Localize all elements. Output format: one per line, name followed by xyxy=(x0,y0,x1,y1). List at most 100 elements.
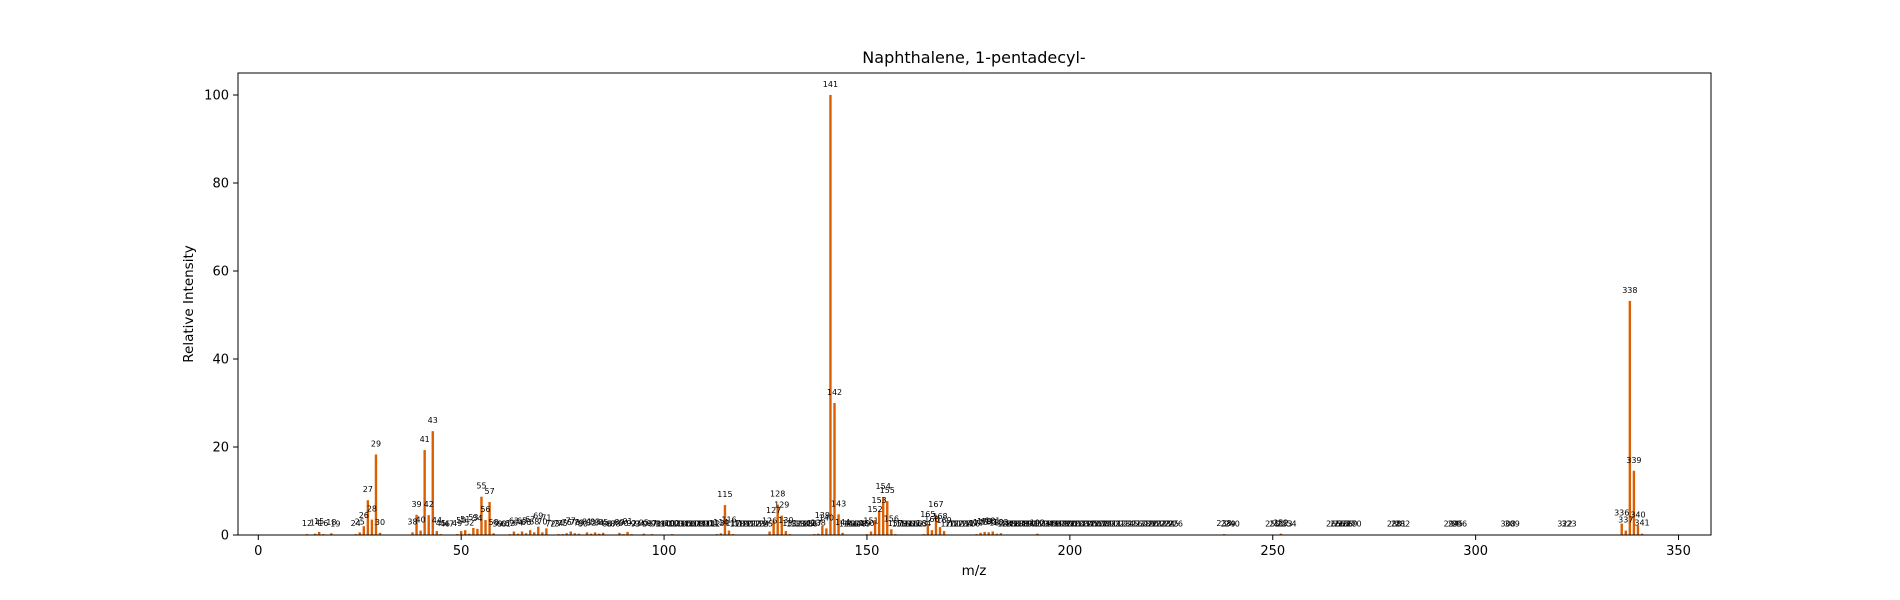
peak-label: 212 xyxy=(1111,520,1126,529)
peak-label: 151 xyxy=(863,516,878,525)
peak-label: 83 xyxy=(590,517,600,526)
peak-label: 211 xyxy=(1107,520,1122,529)
peak-label: 91 xyxy=(622,517,632,526)
spectrum-bar xyxy=(1620,523,1623,535)
peak-label: 184 xyxy=(997,520,1012,529)
peak-label: 124 xyxy=(754,520,769,529)
spectrum-bar xyxy=(991,531,994,535)
peak-label: 192 xyxy=(1030,519,1045,528)
spectrum-bar xyxy=(476,528,479,535)
y-axis: 0 20 40 60 80 100 xyxy=(204,89,238,544)
spectrum-bar xyxy=(890,529,893,535)
spectrum-bar xyxy=(415,514,418,535)
peak-label: 95 xyxy=(639,519,649,528)
peak-label: 161 xyxy=(904,520,919,529)
peak-label: 197 xyxy=(1050,520,1065,529)
peak-label: 108 xyxy=(689,520,704,529)
peak-label: 168 xyxy=(932,512,947,521)
peak-label: 105 xyxy=(677,520,692,529)
spectrum-bar xyxy=(512,531,516,535)
peak-label: 125 xyxy=(758,520,773,529)
spectrum-bar xyxy=(829,95,832,535)
peak-label: 64 xyxy=(513,519,523,528)
spectrum-bar xyxy=(821,525,824,535)
spectrum-bar xyxy=(577,533,581,535)
peak-label: 136 xyxy=(803,520,818,529)
peak-label: 55 xyxy=(476,482,486,491)
chart-title: Naphthalene, 1-pentadecyl- xyxy=(862,48,1085,67)
spectrum-bar xyxy=(541,532,544,535)
peak-label: 155 xyxy=(880,486,895,495)
x-tick-label: 250 xyxy=(1260,544,1285,559)
peak-label: 66 xyxy=(521,518,531,527)
spectrum-bar xyxy=(464,530,467,535)
spectrum-bar xyxy=(423,450,426,535)
peak-label: 112 xyxy=(705,520,720,529)
peak-label: 267 xyxy=(1334,520,1349,529)
peak-label: 96 xyxy=(643,520,653,529)
spectrum-bar xyxy=(772,520,775,535)
spectrum-bar xyxy=(727,530,731,535)
peak-label: 135 xyxy=(798,520,813,529)
peak-label: 207 xyxy=(1091,520,1106,529)
bars-layer xyxy=(305,95,1644,535)
spectrum-bar xyxy=(780,515,783,535)
spectrum-bar xyxy=(484,520,487,535)
peak-label: 25 xyxy=(355,517,365,526)
spectrum-bar xyxy=(593,532,597,535)
y-tick-label: 60 xyxy=(212,265,229,280)
peak-label: 27 xyxy=(363,485,373,494)
peak-label: 139 xyxy=(815,511,830,520)
peak-label: 176 xyxy=(965,520,980,529)
peak-label: 89 xyxy=(614,518,624,527)
peak-label: 116 xyxy=(721,516,736,525)
peak-label: 177 xyxy=(969,519,984,528)
peak-label: 15 xyxy=(314,517,324,526)
peak-label: 193 xyxy=(1034,520,1049,529)
spectrum-bar xyxy=(569,531,572,535)
x-tick-label: 100 xyxy=(652,544,677,559)
peak-label: 93 xyxy=(631,520,641,529)
spectrum-bar xyxy=(881,497,885,535)
peak-label: 196 xyxy=(1046,520,1061,529)
y-tick-label: 100 xyxy=(204,89,229,104)
x-tick-label: 350 xyxy=(1666,544,1691,559)
spectrum-bar xyxy=(877,510,881,535)
peak-label: 76 xyxy=(562,518,572,527)
peak-label: 164 xyxy=(916,519,931,528)
peak-label: 213 xyxy=(1115,520,1130,529)
peak-label: 268 xyxy=(1338,520,1353,529)
spectrum-bar xyxy=(370,519,374,535)
peak-label: 201 xyxy=(1066,520,1081,529)
peak-label: 16 xyxy=(318,519,328,528)
spectrum-bar xyxy=(468,533,471,535)
peak-label: 171 xyxy=(945,520,960,529)
peak-label: 186 xyxy=(1005,520,1020,529)
spectrum-bar xyxy=(1628,300,1632,535)
peak-label: 162 xyxy=(908,520,923,529)
peak-label: 63 xyxy=(509,516,519,525)
peak-label: 52 xyxy=(464,519,474,528)
y-tick-label: 20 xyxy=(212,441,229,456)
spectrum-bar xyxy=(618,532,621,535)
spectrum-bar xyxy=(979,532,982,535)
peak-label: 47 xyxy=(444,520,454,529)
spectrum-bar xyxy=(520,531,524,535)
peak-label: 123 xyxy=(750,520,765,529)
peak-label: 44 xyxy=(432,516,442,525)
peak-label: 338 xyxy=(1622,286,1637,295)
spectrum-bar xyxy=(431,431,434,535)
spectrum-bar xyxy=(987,532,990,535)
peak-label: 106 xyxy=(681,520,696,529)
spectrum-bar xyxy=(524,533,528,535)
peak-label: 182 xyxy=(989,519,1004,528)
peak-label: 65 xyxy=(517,516,527,525)
y-tick-label: 0 xyxy=(221,529,229,544)
peak-label: 143 xyxy=(831,499,846,508)
peak-label: 178 xyxy=(973,518,988,527)
peak-label: 220 xyxy=(1143,520,1158,529)
peak-label: 226 xyxy=(1168,520,1183,529)
peak-label: 117 xyxy=(725,519,740,528)
